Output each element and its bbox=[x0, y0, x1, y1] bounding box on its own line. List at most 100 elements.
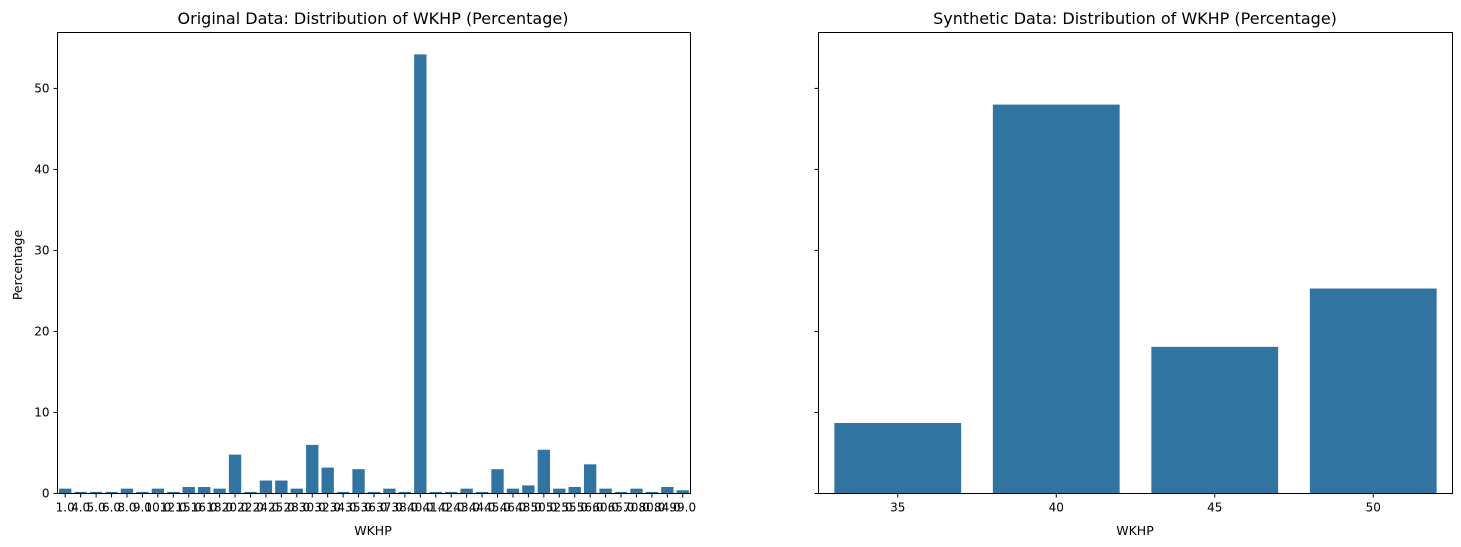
original-bar bbox=[645, 491, 659, 494]
original-bar bbox=[676, 490, 689, 494]
original-y-tick-label: 10 bbox=[34, 405, 49, 419]
original-y-axis-label: Percentage bbox=[10, 230, 25, 301]
original-chart-title: Original Data: Distribution of WKHP (Per… bbox=[178, 9, 569, 28]
original-x-tick-label: 30.0 bbox=[299, 501, 326, 515]
original-bar bbox=[151, 488, 165, 494]
original-x-ticks: 1.04.05.06.08.09.010.012.015.016.018.020… bbox=[56, 493, 696, 515]
synthetic-chart: Synthetic Data: Distribution of WKHP (Pe… bbox=[814, 9, 1453, 538]
original-bar bbox=[306, 444, 319, 494]
original-bar bbox=[89, 491, 103, 494]
original-bar bbox=[120, 488, 134, 494]
original-x-tick-label: 50.0 bbox=[530, 501, 557, 515]
original-x-tick-label: 15.0 bbox=[175, 501, 202, 515]
original-bar bbox=[429, 491, 442, 494]
synthetic-plot-frame bbox=[818, 32, 1453, 494]
original-bar bbox=[182, 487, 195, 494]
original-x-tick-label: 1.0 bbox=[56, 501, 75, 515]
original-bar bbox=[445, 491, 458, 494]
original-x-tick-label: 48.0 bbox=[515, 501, 542, 515]
original-bar bbox=[614, 491, 628, 494]
original-x-tick-label: 43.0 bbox=[453, 501, 480, 515]
original-x-tick-label: 42.0 bbox=[438, 501, 465, 515]
synthetic-x-ticks: 35 40 45 50 bbox=[890, 493, 1381, 515]
original-bar bbox=[599, 488, 612, 494]
original-x-tick-label: 20.0 bbox=[222, 501, 249, 515]
original-x-tick-label: 56.0 bbox=[577, 501, 604, 515]
original-x-tick-label: 40.0 bbox=[407, 501, 434, 515]
original-bar bbox=[383, 488, 396, 494]
original-bar bbox=[105, 491, 118, 494]
original-x-tick-label: 5.0 bbox=[87, 501, 106, 515]
synthetic-chart-title: Synthetic Data: Distribution of WKHP (Pe… bbox=[933, 9, 1337, 28]
original-x-tick-label: 55.0 bbox=[561, 501, 588, 515]
original-bar bbox=[583, 464, 597, 494]
original-bar bbox=[275, 480, 288, 494]
original-bar bbox=[367, 491, 381, 494]
original-x-tick-label: 70.0 bbox=[623, 501, 650, 515]
original-x-tick-label: 37.0 bbox=[376, 501, 403, 515]
original-bar bbox=[491, 469, 504, 494]
original-x-tick-label: 22.0 bbox=[237, 501, 264, 515]
original-bar bbox=[213, 488, 226, 494]
original-bar bbox=[630, 488, 643, 494]
original-x-tick-label: 35.0 bbox=[345, 501, 372, 515]
original-bar bbox=[136, 491, 149, 494]
original-bar bbox=[568, 487, 581, 494]
original-x-tick-label: 12.0 bbox=[160, 501, 187, 515]
original-bars bbox=[59, 54, 689, 494]
original-x-tick-label: 38.0 bbox=[392, 501, 419, 515]
synthetic-bar bbox=[1309, 288, 1437, 494]
original-x-tick-label: 24.0 bbox=[253, 501, 280, 515]
original-x-tick-label: 28.0 bbox=[283, 501, 310, 515]
original-bar bbox=[537, 449, 551, 494]
original-bar bbox=[59, 488, 72, 494]
original-bar bbox=[398, 491, 412, 494]
original-y-tick-label: 50 bbox=[34, 81, 49, 95]
original-x-tick-label: 99.0 bbox=[669, 501, 696, 515]
original-x-tick-label: 41.0 bbox=[422, 501, 449, 515]
original-bar bbox=[414, 54, 427, 494]
original-x-tick-label: 65.0 bbox=[608, 501, 635, 515]
original-x-tick-label: 80.0 bbox=[639, 501, 666, 515]
original-x-tick-label: 45.0 bbox=[484, 501, 511, 515]
original-bar bbox=[167, 491, 180, 494]
original-bar bbox=[290, 488, 303, 494]
original-bar bbox=[522, 485, 535, 494]
original-bar bbox=[321, 467, 334, 494]
original-x-tick-label: 4.0 bbox=[71, 501, 90, 515]
original-y-ticks: 0 10 20 30 40 50 bbox=[34, 81, 58, 501]
synthetic-bar bbox=[992, 104, 1120, 494]
original-bar bbox=[661, 487, 674, 494]
original-y-tick-label: 30 bbox=[34, 243, 49, 257]
original-x-tick-label: 44.0 bbox=[469, 501, 496, 515]
original-y-tick-label: 40 bbox=[34, 162, 49, 176]
synthetic-bars bbox=[834, 104, 1437, 494]
original-x-tick-label: 32.0 bbox=[314, 501, 341, 515]
original-x-tick-label: 10.0 bbox=[144, 501, 171, 515]
original-bar bbox=[460, 488, 473, 494]
original-y-tick-label: 0 bbox=[42, 487, 50, 501]
original-x-tick-label: 84.0 bbox=[654, 501, 681, 515]
original-bar bbox=[336, 491, 350, 494]
original-x-tick-label: 25.0 bbox=[268, 501, 295, 515]
original-bar bbox=[197, 487, 211, 494]
original-x-tick-label: 8.0 bbox=[117, 501, 136, 515]
synthetic-x-tick-label: 40 bbox=[1049, 501, 1064, 515]
original-bar bbox=[228, 454, 242, 494]
original-x-tick-label: 16.0 bbox=[191, 501, 218, 515]
original-x-tick-label: 60.0 bbox=[592, 501, 619, 515]
synthetic-x-tick-label: 45 bbox=[1207, 501, 1222, 515]
synthetic-x-tick-label: 35 bbox=[890, 501, 905, 515]
synthetic-bar bbox=[1151, 346, 1279, 494]
synthetic-y-ticks bbox=[814, 87, 819, 494]
original-x-tick-label: 46.0 bbox=[500, 501, 527, 515]
synthetic-x-axis-label: WKHP bbox=[1116, 523, 1154, 538]
original-y-tick-label: 20 bbox=[34, 324, 49, 338]
original-x-tick-label: 34.0 bbox=[330, 501, 357, 515]
original-bar bbox=[506, 488, 520, 494]
original-x-tick-label: 18.0 bbox=[206, 501, 233, 515]
original-bar bbox=[553, 488, 566, 494]
original-bar bbox=[259, 480, 273, 494]
original-bar bbox=[244, 491, 257, 494]
